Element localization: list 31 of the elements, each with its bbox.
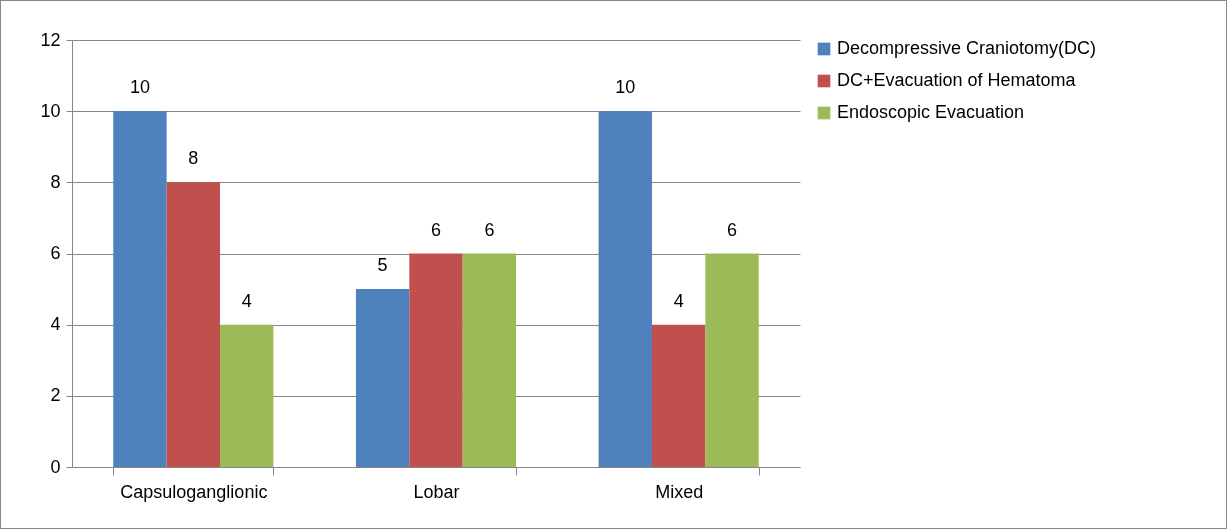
- y-tick-label: 10: [40, 100, 61, 121]
- bar: [705, 253, 759, 467]
- legend-label: DC+Evacuation of Hematoma: [837, 70, 1077, 90]
- data-label: 6: [727, 219, 738, 240]
- y-tick-label: 0: [50, 456, 61, 477]
- bar: [355, 289, 410, 467]
- x-tick-label: Capsuloganglionic: [120, 481, 268, 502]
- y-tick-label: 8: [50, 171, 61, 192]
- bar: [113, 111, 167, 467]
- y-tick-label: 4: [50, 314, 61, 335]
- data-label: 8: [188, 148, 199, 169]
- data-label: 6: [484, 219, 495, 240]
- bar: [409, 253, 463, 467]
- bar: [462, 253, 517, 467]
- bar: [651, 324, 706, 467]
- legend-label: Endoscopic Evacuation: [837, 102, 1025, 122]
- data-label: 5: [377, 255, 388, 276]
- data-label: 10: [129, 77, 150, 98]
- bar: [166, 182, 221, 467]
- data-label: 6: [430, 219, 442, 240]
- data-label: 4: [241, 290, 252, 311]
- data-label: 10: [615, 77, 636, 98]
- data-label: 4: [673, 290, 684, 311]
- y-tick-label: 6: [50, 243, 61, 263]
- legend-label: Decompressive Craniotomy(DC): [837, 38, 1097, 58]
- bar: [220, 324, 274, 467]
- bar: [598, 111, 652, 467]
- y-tick-label: 12: [40, 29, 61, 50]
- x-tick-label: Lobar: [413, 481, 460, 502]
- y-tick-label: 2: [50, 385, 61, 406]
- x-tick-label: Mixed: [655, 481, 704, 502]
